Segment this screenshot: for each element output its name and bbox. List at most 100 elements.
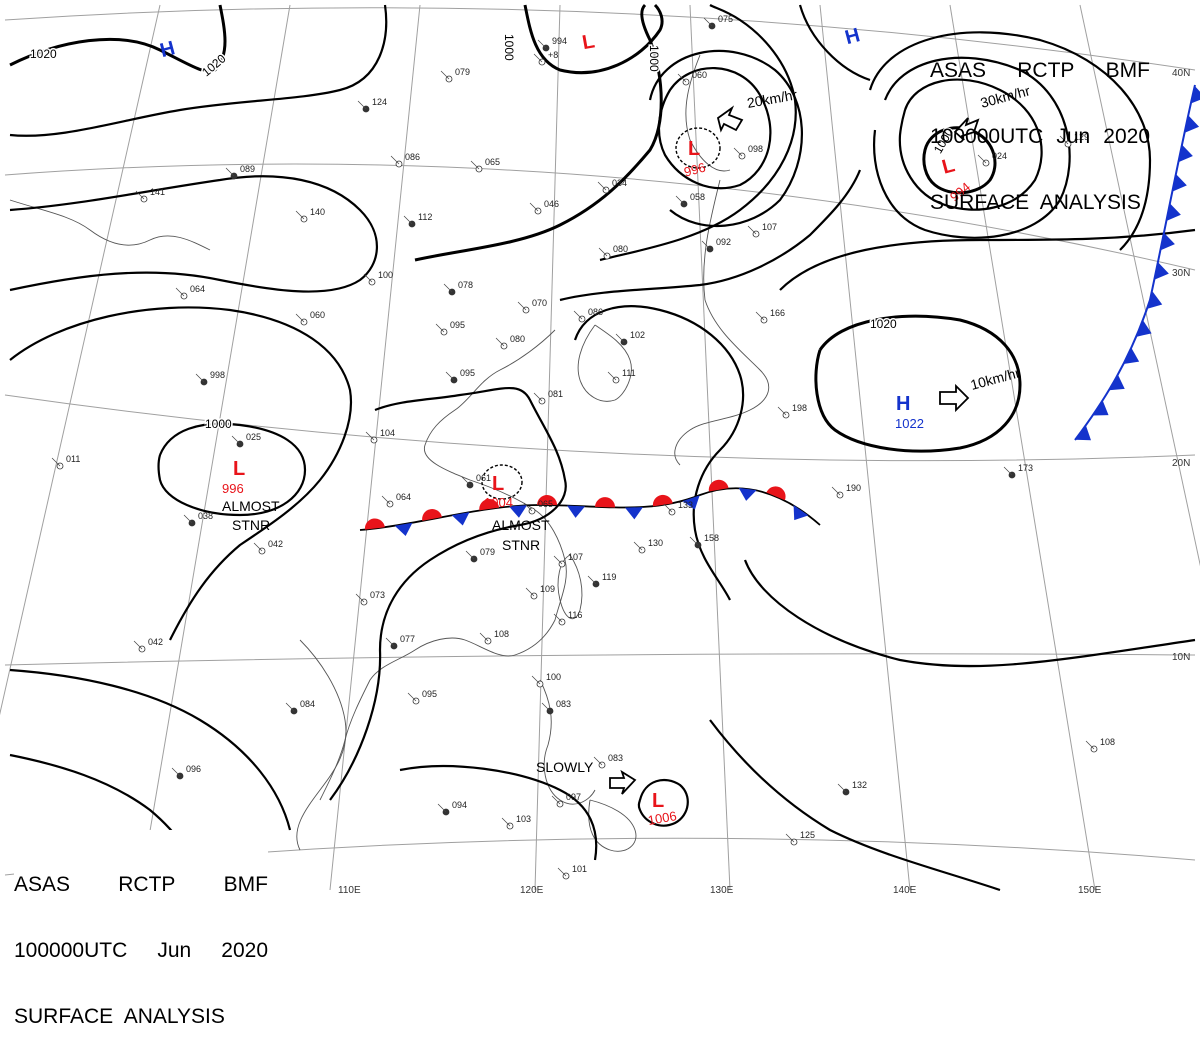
isobar-1000-japan: [523, 3, 664, 75]
wind-barb: [443, 283, 453, 293]
isobar-west-low-1000: [157, 422, 307, 517]
lat-label: 10N: [1172, 652, 1190, 663]
station-pressure: 064: [396, 492, 411, 502]
wind-barb: [1059, 135, 1069, 145]
wind-barb: [355, 593, 365, 603]
isobar-low-nw-2: [873, 56, 1071, 239]
station-pressure: 104: [380, 428, 395, 438]
low-center-symbol: L: [688, 138, 700, 160]
graticule: [0, 4, 1200, 891]
wind-barb: [253, 542, 263, 552]
wind-barb: [195, 373, 205, 383]
header-month: Jun: [1056, 125, 1091, 148]
isobar-north-2: [9, 175, 378, 293]
station-pressure: 060: [310, 310, 325, 320]
station-pressure: 141: [150, 187, 165, 197]
header-bottom-left: ASAS RCTP BMF 100000UTC Jun 2020 SURFACE…: [14, 830, 268, 1050]
wind-barb: [225, 167, 235, 177]
header-time: 100000UTC: [930, 125, 1044, 148]
isobar-1020-north: [9, 4, 227, 73]
station-pressure: 058: [690, 192, 705, 202]
station-pressure: 130: [648, 538, 663, 548]
station-pressure: 124: [372, 97, 387, 107]
longitude-line-130e: [689, 4, 731, 891]
wind-barb: [465, 550, 475, 560]
warm-front-semicircle: [364, 518, 385, 530]
low-center-value: 1006: [647, 808, 678, 828]
warm-front-semicircle: [652, 494, 673, 507]
station-pressure: 083: [608, 753, 623, 763]
cold-front-triangle: [1147, 291, 1163, 309]
station-pressure: 061: [476, 473, 491, 483]
station-pressure: 075: [718, 14, 733, 24]
cold-front-triangle: [738, 487, 757, 501]
header-code: BMF: [223, 873, 268, 896]
lon-label: 110E: [338, 885, 361, 896]
header-year: 2020: [221, 939, 268, 962]
lon-labels: 110E 120E 130E 140E 150E: [338, 885, 1102, 896]
station-pressure: 024: [992, 151, 1007, 161]
isobar-west-low-outer: [9, 306, 352, 641]
almost-stnr-label-line1: ALMOST: [222, 498, 280, 514]
station-pressure: 011: [66, 454, 80, 464]
longitude-line-90e: [0, 4, 161, 716]
lon-label: 150E: [1078, 885, 1102, 896]
isobar-japan-ring-2: [648, 49, 803, 228]
station-pressure: 108: [494, 629, 509, 639]
lat-label: 30N: [1172, 268, 1190, 279]
coastline-borneo-vietnam: [296, 639, 347, 851]
header-agency: ASAS: [14, 873, 71, 896]
wind-barb: [777, 406, 787, 416]
station-pressure: 173: [1018, 463, 1033, 473]
wind-barb: [479, 632, 489, 642]
wind-barb: [171, 767, 181, 777]
header-agency: ASAS: [930, 59, 987, 82]
isobar-east-outer: [779, 228, 1196, 291]
wind-barb: [531, 675, 541, 685]
station-pressure: 112: [418, 212, 432, 222]
cold-front-triangle: [1092, 400, 1109, 416]
station-pressure: 081: [548, 389, 563, 399]
station-pressure: 125: [800, 830, 815, 840]
wind-barb: [385, 637, 395, 647]
arrow-20kmhr: [716, 105, 744, 133]
coastline-korea: [577, 324, 632, 402]
station-pressure: 095: [450, 320, 465, 330]
header-title: SURFACE ANALYSIS: [930, 191, 1141, 214]
low-center-symbol: L: [652, 790, 664, 812]
station-pressure: 108: [1100, 737, 1115, 747]
longitude-line-140e: [819, 4, 911, 891]
low-center-symbol: L: [581, 30, 597, 54]
latitude-line-40n: [4, 7, 1196, 71]
warm-front-semicircle: [708, 479, 729, 492]
isobar-north-1: [9, 4, 388, 137]
wind-barb: [533, 392, 543, 402]
low-center-symbol: L: [940, 154, 957, 178]
high-center-symbol: H: [896, 393, 910, 415]
movement-arrows: [609, 105, 980, 795]
wind-barb: [553, 613, 563, 623]
cold-front-triangle: [1154, 262, 1169, 280]
longitude-line-120e: [534, 4, 561, 891]
station-pressure: 042: [268, 539, 283, 549]
station-pressure: 103: [516, 814, 531, 824]
wind-barb: [675, 195, 685, 205]
low-center-value: 996: [222, 481, 244, 496]
station-pressure: 042: [148, 637, 163, 647]
isobar-east-south-2: [709, 719, 1001, 892]
station-pressure: 107: [762, 222, 777, 232]
wind-barb: [529, 202, 539, 212]
station-pressure: 129: [1074, 132, 1089, 142]
station-pressure: 158: [704, 533, 719, 543]
latitude-line-30n: [4, 163, 1196, 271]
cold-front-triangle: [1123, 347, 1140, 365]
station-pressure: 065: [538, 499, 553, 509]
high-center-value: 1022: [895, 416, 924, 431]
wind-barb: [231, 435, 241, 445]
cold-front-triangle: [1178, 144, 1193, 163]
dashed-low-china: [481, 464, 523, 500]
warm-front-semicircle: [479, 499, 500, 511]
station-pressure: 094: [452, 800, 467, 810]
wind-barb: [525, 587, 535, 597]
station-pressure: 089: [240, 164, 255, 174]
